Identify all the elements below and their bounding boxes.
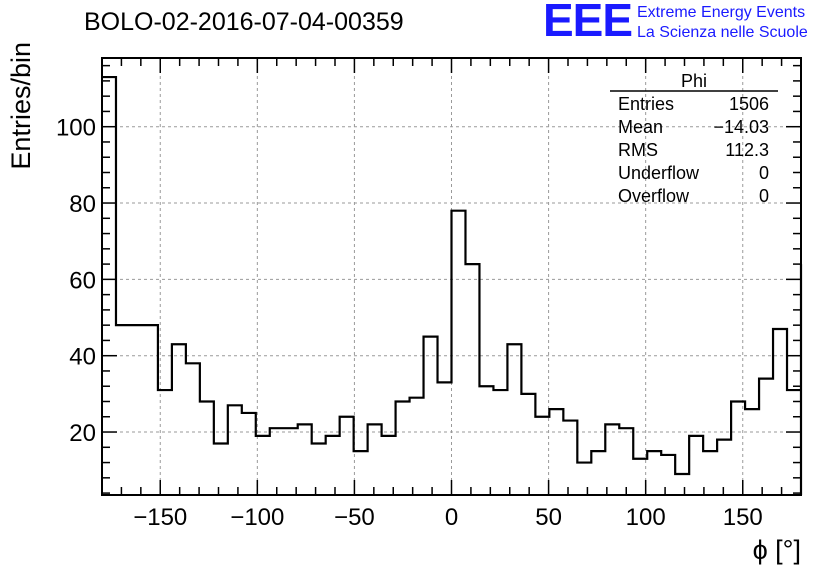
stats-label: Entries: [618, 94, 674, 114]
stats-name: Phi: [681, 71, 707, 91]
y-tick-label: 80: [69, 191, 96, 218]
stats-value: 112.3: [725, 140, 769, 160]
x-axis-title: ϕ [°]: [753, 535, 801, 565]
stats-label: RMS: [618, 140, 658, 160]
stats-box: Phi Entries 1506 Mean −14.03 RMS 112.3 Underfl…: [610, 71, 778, 206]
stats-value: 0: [759, 163, 769, 183]
y-axis-title: Entries/bin: [6, 42, 36, 170]
chart-title: BOLO-02-2016-07-04-00359: [84, 8, 404, 36]
stats-value: −14.03: [713, 117, 769, 137]
stats-label: Underflow: [618, 163, 700, 183]
stats-label: Mean: [618, 117, 663, 137]
stats-value: 0: [759, 186, 769, 206]
y-tick-label: 60: [69, 267, 96, 294]
y-tick-label: 100: [56, 115, 96, 142]
stats-label: Overflow: [618, 186, 690, 206]
x-tick-label: 150: [723, 504, 763, 531]
x-tick-label: −150: [133, 504, 187, 531]
histogram-outline: [102, 75, 803, 495]
x-tick-labels: −150 −100 −50 0 50 100 150: [133, 504, 763, 531]
y-tick-labels: 20 40 60 80 100: [56, 115, 96, 447]
logo-mark: EEE: [543, 0, 633, 46]
logo-text-line2: La Scienza nelle Scuole: [637, 24, 808, 41]
x-tick-label: 100: [626, 504, 666, 531]
x-tick-label: 0: [445, 504, 458, 531]
stats-value: 1506: [729, 94, 769, 114]
x-tick-label: 50: [535, 504, 562, 531]
y-tick-label: 20: [69, 420, 96, 447]
plot-frame: [101, 57, 802, 496]
axis-ticks: [102, 58, 801, 495]
x-tick-label: −100: [230, 504, 284, 531]
logo-text-line1: Extreme Energy Events: [637, 4, 806, 21]
y-tick-label: 40: [69, 344, 96, 371]
x-tick-label: −50: [334, 504, 375, 531]
